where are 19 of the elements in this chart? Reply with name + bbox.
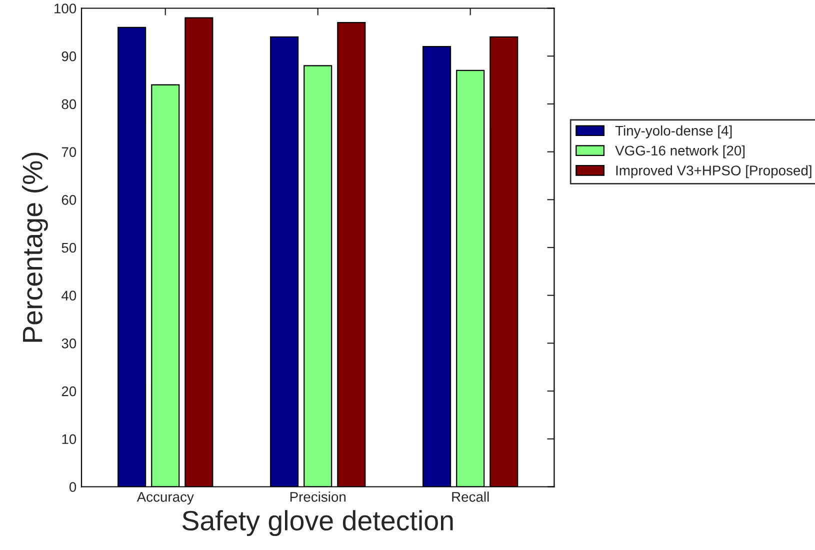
y-tick-label: 80 [62,99,76,110]
x-axis-title: Safety glove detection [182,510,453,536]
x-tick-label: Precision [290,492,346,502]
x-tick-label: Recall [452,492,489,502]
y-tick-label: 70 [62,147,76,157]
y-tick-label: 60 [62,194,76,205]
y-tick-label: 100 [54,4,76,14]
x-tick-label: Accuracy [136,492,194,505]
y-tick-label: 0 [69,482,76,492]
y-tick-label: 20 [62,386,76,396]
legend-label: Improved V3+HPSO [Proposed] [616,165,812,178]
y-tick-label: 90 [62,51,76,62]
y-tick-label: 50 [62,242,76,253]
legend-label: Tiny-yolo-dense [4] [615,125,732,138]
y-tick-label: 10 [62,434,76,444]
y-tick-label: 40 [62,290,76,301]
y-axis-title: Percentage (%) [22,152,48,342]
legend-label: VGG-16 network [20] [615,145,745,158]
y-tick-label: 30 [62,338,76,348]
